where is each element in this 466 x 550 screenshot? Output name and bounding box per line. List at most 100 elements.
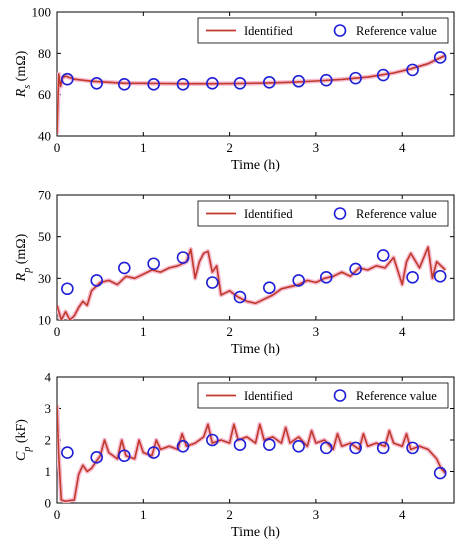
reference-point bbox=[319, 441, 333, 455]
y-tick-label: 80 bbox=[38, 46, 51, 61]
reference-point bbox=[90, 274, 103, 287]
reference-point bbox=[349, 441, 362, 455]
reference-point bbox=[118, 78, 131, 91]
y-axis-subscript: p bbox=[22, 268, 33, 274]
y-axis-unit: (mΩ) bbox=[14, 50, 29, 84]
reference-point bbox=[406, 441, 419, 455]
panel-cp: 0 1 2 3 4 0 1 2 3 4 Time (h) Cp (kF) Identified Refer… bbox=[14, 370, 455, 540]
legend-reference-label: Reference value bbox=[356, 389, 437, 403]
reference-point bbox=[433, 466, 447, 480]
y-tick-label: 70 bbox=[38, 188, 51, 203]
reference-point bbox=[118, 449, 131, 463]
x-tick-label: 1 bbox=[140, 140, 147, 155]
y-axis-title: Rs (mΩ) bbox=[14, 50, 33, 98]
y-axis-title: Rp (mΩ) bbox=[14, 233, 33, 282]
legend-identified-label: Identified bbox=[244, 24, 293, 38]
panel-rp: 0 1 2 3 4 10 30 50 70 Time (h) Rp (mΩ) Identified Re… bbox=[14, 188, 455, 357]
reference-point bbox=[406, 63, 419, 77]
reference-point bbox=[349, 71, 362, 85]
y-axis-symbol: C bbox=[14, 451, 29, 461]
y-axis-symbol: R bbox=[14, 88, 29, 98]
y-axis-symbol: R bbox=[14, 272, 29, 282]
identified-line bbox=[57, 405, 446, 503]
legend-identified-label: Identified bbox=[244, 207, 293, 221]
reference-point bbox=[292, 74, 305, 88]
x-axis-title: Time (h) bbox=[231, 342, 280, 357]
reference-point bbox=[376, 441, 390, 455]
reference-point bbox=[319, 73, 333, 87]
reference-point bbox=[233, 77, 247, 90]
x-tick-label: 1 bbox=[140, 507, 147, 522]
reference-point bbox=[206, 433, 219, 447]
legend: Identified Reference value bbox=[197, 382, 449, 409]
reference-point bbox=[90, 77, 103, 90]
plot-frame bbox=[56, 194, 455, 321]
y-tick-label: 40 bbox=[38, 129, 51, 144]
reference-point bbox=[263, 75, 276, 89]
y-tick-label: 50 bbox=[38, 229, 51, 244]
reference-point bbox=[376, 249, 390, 262]
y-axis-unit: (kF) bbox=[14, 419, 29, 447]
x-tick-label: 4 bbox=[399, 324, 406, 339]
x-tick-label: 1 bbox=[140, 324, 147, 339]
x-axis-title: Time (h) bbox=[231, 158, 280, 173]
reference-point bbox=[376, 68, 390, 82]
reference-point bbox=[263, 281, 276, 295]
y-axis-subscript: p bbox=[22, 447, 33, 453]
reference-point bbox=[433, 269, 447, 283]
legend-identified-label: Identified bbox=[244, 389, 293, 403]
y-axis-subscript: s bbox=[22, 85, 33, 89]
reference-point bbox=[90, 451, 103, 464]
reference-point bbox=[292, 439, 305, 453]
y-axis-unit: (mΩ) bbox=[14, 233, 29, 267]
reference-point bbox=[433, 51, 447, 64]
reference-point bbox=[263, 438, 276, 452]
identified-line bbox=[57, 54, 446, 134]
reference-point bbox=[118, 261, 131, 275]
reference-point bbox=[406, 270, 419, 284]
legend-marker-swatch bbox=[333, 24, 347, 37]
legend-marker-swatch bbox=[333, 389, 347, 402]
y-tick-label: 1 bbox=[45, 464, 52, 479]
y-tick-label: 30 bbox=[38, 271, 51, 286]
reference-point bbox=[319, 270, 333, 284]
reference-point bbox=[233, 290, 247, 304]
reference-point bbox=[349, 262, 362, 276]
y-tick-label: 4 bbox=[45, 370, 52, 385]
reference-point bbox=[176, 439, 190, 453]
legend-box bbox=[197, 17, 449, 44]
reference-point bbox=[233, 438, 247, 452]
reference-point bbox=[61, 446, 74, 459]
y-tick-label: 10 bbox=[38, 313, 51, 328]
x-tick-label: 3 bbox=[313, 507, 320, 522]
reference-point bbox=[147, 257, 160, 271]
legend: Identified Reference value bbox=[197, 17, 449, 44]
y-tick-label: 0 bbox=[45, 496, 52, 511]
reference-point bbox=[176, 78, 190, 91]
reference-point bbox=[206, 77, 219, 90]
x-tick-label: 3 bbox=[313, 324, 320, 339]
x-tick-label: 4 bbox=[399, 140, 406, 155]
y-tick-label: 2 bbox=[45, 433, 52, 448]
x-tick-label: 4 bbox=[399, 507, 406, 522]
legend-box bbox=[197, 382, 449, 409]
reference-point bbox=[292, 274, 305, 287]
identified-line-glow bbox=[57, 53, 447, 134]
y-tick-label: 100 bbox=[32, 5, 52, 20]
x-tick-label: 0 bbox=[54, 507, 61, 522]
legend: Identified Reference value bbox=[197, 200, 449, 227]
reference-point bbox=[176, 251, 190, 264]
reference-point bbox=[61, 282, 74, 296]
panel-rs: 0 1 2 3 4 40 60 80 100 Time (h) Rs (mΩ) Identified R… bbox=[14, 5, 455, 173]
x-tick-label: 2 bbox=[226, 507, 233, 522]
legend-box bbox=[197, 200, 449, 227]
x-tick-label: 3 bbox=[313, 140, 320, 155]
y-tick-label: 3 bbox=[45, 401, 52, 416]
reference-point bbox=[206, 276, 219, 289]
y-axis-title: Cp (kF) bbox=[14, 419, 33, 461]
x-tick-label: 2 bbox=[226, 324, 233, 339]
legend-marker-swatch bbox=[333, 207, 347, 220]
reference-point bbox=[147, 446, 160, 459]
x-tick-label: 2 bbox=[226, 140, 233, 155]
